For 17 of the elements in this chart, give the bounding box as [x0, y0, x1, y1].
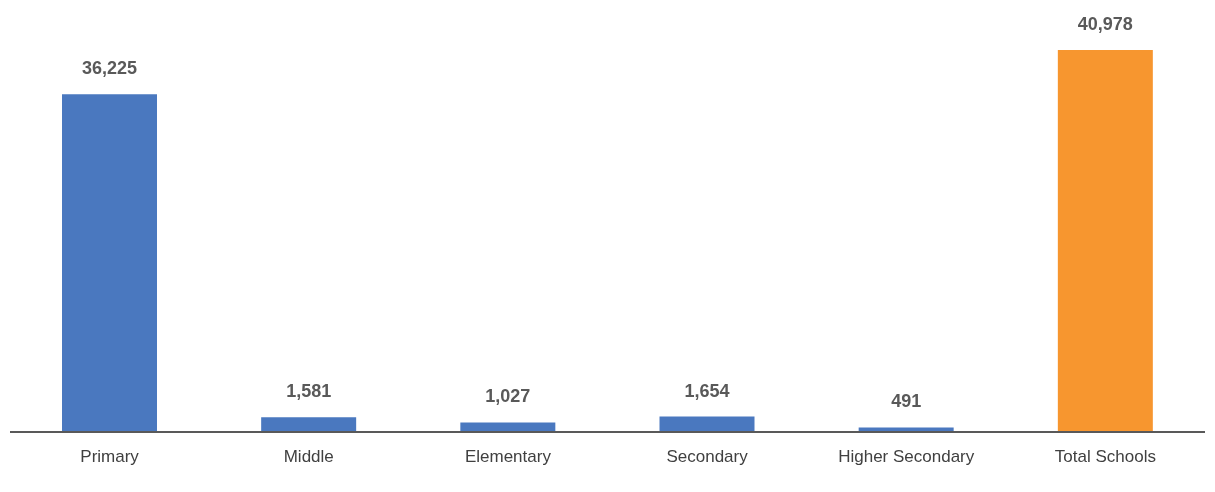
data-label: 1,581	[286, 381, 332, 402]
bar	[659, 416, 755, 432]
x-tick-label: Higher Secondary	[838, 447, 975, 467]
x-tick-label: Secondary	[666, 447, 749, 467]
data-label: 1,654	[684, 380, 730, 401]
bar	[460, 422, 556, 432]
x-tick-label: Elementary	[464, 447, 552, 467]
data-label: 1,027	[485, 386, 531, 407]
data-label: 40,978	[1077, 14, 1133, 34]
data-label: 491	[891, 391, 922, 412]
bar	[1057, 50, 1153, 432]
bar	[62, 94, 157, 432]
x-tick-label: Primary	[80, 447, 140, 467]
x-tick-label: Middle	[283, 447, 334, 467]
bar	[261, 417, 357, 432]
data-label: 36,225	[81, 58, 138, 79]
x-tick-label: Total Schools	[1054, 447, 1156, 467]
